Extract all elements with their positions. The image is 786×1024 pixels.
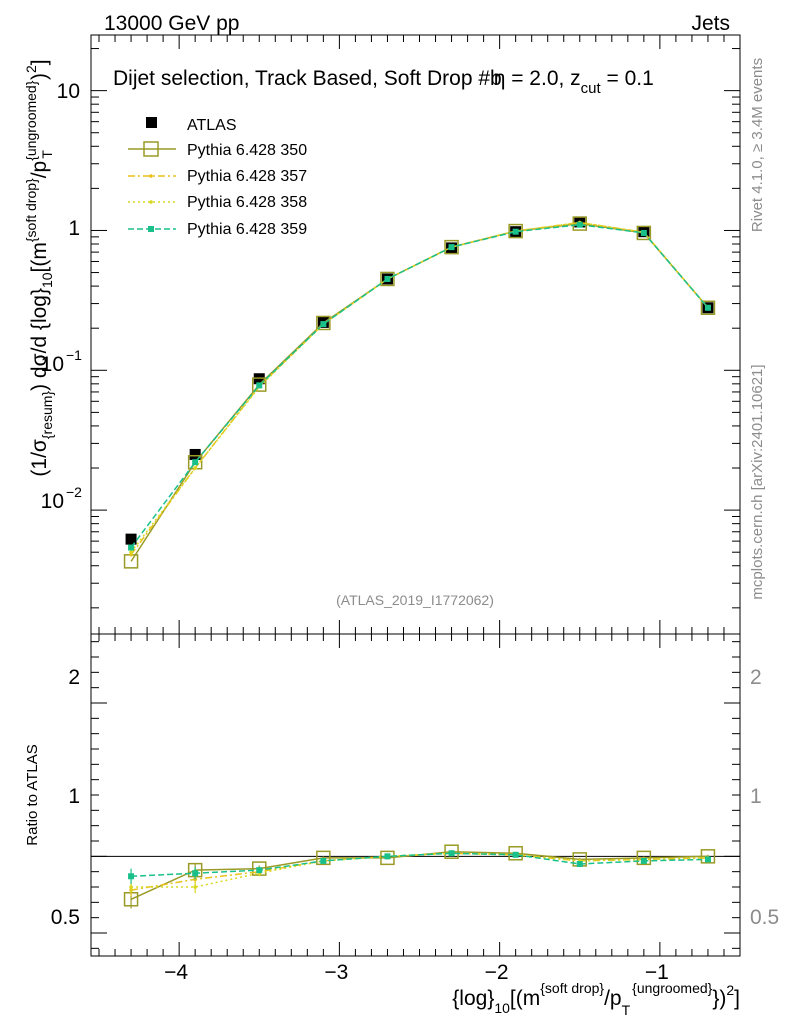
title-sub: cut — [581, 80, 602, 97]
y-tick-exp-0p01: −2 — [66, 484, 82, 500]
ratio-point-358 — [129, 885, 133, 889]
x-tick-label-m4: −4 — [164, 961, 188, 984]
ratio-y-tick-0p5-right: 0.5 — [750, 906, 779, 929]
main-point-358 — [193, 466, 197, 470]
main-point-359 — [448, 244, 455, 251]
legend-label-357: Pythia 6.428 357 — [187, 168, 307, 185]
main-point-359 — [576, 221, 583, 228]
legend: ATLAS Pythia 6.428 350 Pythia 6.428 357 … — [128, 117, 307, 238]
ratio-point-358 — [193, 885, 197, 889]
main-point-359 — [128, 544, 135, 551]
main-point-350 — [444, 239, 459, 255]
ratio-y-tick-1-right: 1 — [750, 785, 762, 808]
ratio-y-axis-label: Ratio to ATLAS — [24, 744, 41, 845]
ratio-y-tick-2-right: 2 — [750, 666, 762, 689]
title-beta: η = 2.0, z — [494, 67, 581, 90]
main-line-357 — [130, 221, 709, 556]
x-tick-label-m3: −3 — [324, 961, 348, 984]
main-series-layer — [123, 216, 716, 569]
ratio-point-359 — [320, 857, 327, 864]
legend-label-358: Pythia 6.428 358 — [187, 194, 307, 211]
main-point-359 — [512, 228, 519, 235]
main-point-350 — [700, 300, 716, 316]
ratio-point-359 — [128, 873, 135, 880]
ratio-point-359 — [576, 861, 583, 867]
ratio-y-tick-2: 2 — [68, 666, 80, 689]
y-tick-label-0p1: 10 — [41, 353, 64, 376]
ratio-point-350 — [380, 850, 395, 866]
x-tick-labels: −4 −3 −2 −1 — [164, 961, 669, 984]
main-point-359 — [192, 459, 199, 466]
ratio-axis-ticks — [91, 634, 741, 956]
main-point-358 — [129, 550, 133, 554]
x-tick-label-m2: −2 — [485, 961, 509, 984]
main-point-357 — [129, 552, 133, 557]
main-point-350 — [380, 271, 395, 287]
y-tick-label-0p01: 10 — [41, 490, 64, 513]
ratio-point-350 — [444, 844, 459, 859]
main-y-tick-labels: 10 1 10 −1 10 −2 — [41, 80, 83, 513]
chart-title: Dijet selection, Track Based, Soft Drop … — [113, 67, 654, 97]
ratio-point-359 — [640, 857, 647, 864]
main-point-359 — [704, 304, 711, 311]
main-point-350 — [252, 377, 267, 392]
ratio-y-tick-1: 1 — [68, 785, 80, 808]
legend-marker-atlas — [146, 117, 157, 128]
legend-label-350: Pythia 6.428 350 — [187, 142, 307, 159]
main-point-350 — [316, 315, 331, 331]
category-label: Jets — [691, 12, 730, 35]
main-line-358 — [130, 221, 709, 553]
legend-marker-358 — [149, 200, 153, 204]
main-line-359 — [130, 223, 709, 548]
legend-label-359: Pythia 6.428 359 — [187, 221, 307, 238]
legend-label-atlas: ATLAS — [187, 117, 237, 134]
main-point-350 — [636, 225, 652, 241]
ratio-point-350 — [700, 849, 716, 864]
ratio-point-359 — [448, 850, 455, 857]
main-y-axis-label: (1/σ{resum}) dσ/d {log}10[(m{soft drop}/… — [23, 59, 55, 476]
ratio-series-layer — [123, 844, 716, 909]
ratio-line-359 — [131, 852, 709, 878]
ratio-y-tick-0p5: 0.5 — [51, 906, 80, 929]
legend-marker-359 — [148, 226, 154, 232]
main-point-359 — [256, 382, 263, 389]
main-point-359 — [384, 275, 391, 282]
rivet-label: Rivet 4.1.0, ≥ 3.4M events — [749, 58, 766, 232]
ratio-point-359 — [512, 851, 519, 858]
y-tick-label-1: 1 — [68, 217, 80, 240]
ratio-point-359 — [192, 870, 199, 877]
ratio-y-tick-labels: 2 1 0.5 2 1 0.5 — [51, 666, 779, 929]
svg-text:Dijet selection, Track Based,: Dijet selection, Track Based, Soft Drop … — [113, 67, 654, 97]
ratio-point-350 — [316, 850, 331, 866]
mcplots-label: mcplots.cern.ch [arXiv:2401.10621] — [749, 364, 766, 599]
main-point-atlas — [125, 533, 137, 545]
main-line-350 — [130, 222, 709, 562]
ratio-line-350 — [130, 850, 709, 900]
legend-marker-357 — [149, 174, 153, 178]
analysis-watermark: (ATLAS_2019_I1772062) — [336, 592, 494, 608]
ratio-point-350 — [636, 850, 652, 866]
title-text: Dijet selection, Track Based, Soft Drop … — [113, 67, 502, 90]
ratio-point-359 — [384, 853, 391, 860]
x-tick-label-m1: −1 — [645, 961, 669, 984]
legend-marker-350 — [143, 141, 159, 157]
main-point-359 — [640, 229, 647, 236]
ratio-plot-frame — [90, 633, 741, 957]
ratio-point-359 — [704, 856, 711, 863]
x-axis-label: {log}10[(m{soft drop}/pT{ungroomed}})2] — [452, 980, 740, 1018]
main-point-359 — [320, 321, 327, 328]
main-axis-ticks — [91, 35, 741, 634]
y-tick-label-10: 10 — [57, 80, 80, 103]
main-point-atlas — [189, 448, 201, 460]
ratio-point-350 — [508, 846, 523, 861]
y-tick-exp-0p1: −1 — [66, 347, 82, 363]
energy-label: 13000 GeV pp — [104, 12, 239, 35]
ratio-point-359 — [256, 867, 263, 874]
title-end: = 0.1 — [601, 67, 654, 90]
